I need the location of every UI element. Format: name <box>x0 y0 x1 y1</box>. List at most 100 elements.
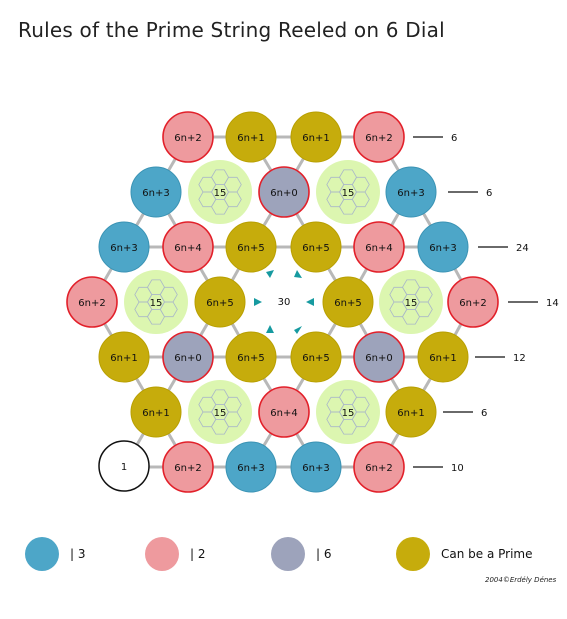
node-label: 6n+5 <box>237 243 264 254</box>
legend-label: | 3 <box>70 547 86 561</box>
row-count-label: 12 <box>513 353 526 364</box>
hex-cell: 15 <box>316 160 380 224</box>
row-count-label: 10 <box>451 463 464 474</box>
number-node: 6n+3 <box>417 221 469 273</box>
hex-cell-disc <box>379 270 443 334</box>
node-circle <box>353 441 405 493</box>
row-count: 12 <box>475 353 526 364</box>
node-label: 6n+0 <box>365 353 392 364</box>
arrow-icon <box>266 270 274 278</box>
node-circle <box>162 441 214 493</box>
center-arrows <box>254 270 314 334</box>
hex-cell: 15 <box>124 270 188 334</box>
number-node: 6n+2 <box>447 276 499 328</box>
arrow-icon <box>254 298 262 306</box>
node-circle <box>225 111 277 163</box>
node-label: 6n+5 <box>302 243 329 254</box>
honeycomb-icon <box>326 389 370 435</box>
number-node: 6n+2 <box>353 111 405 163</box>
legend-swatch <box>145 537 179 571</box>
hex-cell-disc <box>316 160 380 224</box>
node-label: 6n+2 <box>78 298 105 309</box>
number-node: 6n+0 <box>353 331 405 383</box>
number-node: 6n+1 <box>385 386 437 438</box>
node-circle <box>225 331 277 383</box>
credit-text: 2004©Erdély Dénes <box>485 576 557 584</box>
node-circle <box>290 111 342 163</box>
number-node: 6n+0 <box>162 331 214 383</box>
row-count: 6 <box>448 188 492 199</box>
row-count-label: 6 <box>481 408 487 419</box>
node-label: 6n+1 <box>110 353 137 364</box>
node-label: 6n+3 <box>237 463 264 474</box>
node-label: 6n+4 <box>365 243 392 254</box>
node-label: 6n+3 <box>110 243 137 254</box>
node-label: 6n+1 <box>429 353 456 364</box>
number-node: 6n+4 <box>162 221 214 273</box>
start-node: 1 <box>98 440 150 492</box>
number-node: 6n+5 <box>322 276 374 328</box>
arrow-icon <box>294 326 302 334</box>
node-circle <box>417 221 469 273</box>
start-node-label: 1 <box>121 462 127 473</box>
number-node: 6n+1 <box>290 111 342 163</box>
node-label: 6n+1 <box>237 133 264 144</box>
hex-cells: 15 15 15 15 15 15 <box>124 160 443 444</box>
number-nodes: 6n+2 6n+1 6n+1 6n+2 6n+3 6n+0 6n+3 6n+3 6n+4 6n+5… <box>66 111 499 493</box>
hex-cell: 15 <box>188 380 252 444</box>
node-circle <box>290 331 342 383</box>
legend-swatch <box>396 537 430 571</box>
arrow-icon <box>266 325 274 333</box>
node-label: 6n+5 <box>334 298 361 309</box>
node-label: 6n+0 <box>174 353 201 364</box>
number-node: 6n+2 <box>66 276 118 328</box>
number-node: 6n+5 <box>225 221 277 273</box>
node-label: 6n+5 <box>302 353 329 364</box>
number-node: 6n+1 <box>225 111 277 163</box>
number-node: 6n+5 <box>290 221 342 273</box>
node-circle <box>353 331 405 383</box>
hex-cell-label: 15 <box>405 298 418 309</box>
hex-cell-disc <box>316 380 380 444</box>
number-node: 6n+2 <box>353 441 405 493</box>
hex-cell: 15 <box>316 380 380 444</box>
number-node: 6n+1 <box>417 331 469 383</box>
node-label: 6n+3 <box>429 243 456 254</box>
hex-cell-label: 15 <box>150 298 163 309</box>
row-count: 6 <box>443 408 487 419</box>
node-circle <box>98 221 150 273</box>
number-node: 6n+5 <box>290 331 342 383</box>
node-circle <box>130 166 182 218</box>
node-circle <box>162 111 214 163</box>
legend: | 3 | 2 | 6 Can be a Prime <box>25 537 533 571</box>
honeycomb-icon <box>134 279 178 325</box>
row-count: 14 <box>508 298 559 309</box>
node-label: 6n+5 <box>206 298 233 309</box>
legend-item: | 6 <box>271 537 332 571</box>
diagram-title: Rules of the Prime String Reeled on 6 Di… <box>18 18 445 42</box>
node-label: 6n+4 <box>174 243 201 254</box>
node-circle <box>66 276 118 328</box>
node-circle <box>353 221 405 273</box>
legend-label: Can be a Prime <box>441 547 533 561</box>
node-circle <box>322 276 374 328</box>
node-circle <box>417 331 469 383</box>
node-label: 6n+1 <box>142 408 169 419</box>
arrow-icon <box>294 270 302 278</box>
node-label: 6n+2 <box>365 463 392 474</box>
hex-cell: 15 <box>188 160 252 224</box>
number-node: 6n+4 <box>258 386 310 438</box>
row-count-label: 24 <box>516 243 529 254</box>
hex-cell-label: 15 <box>214 188 227 199</box>
node-label: 6n+2 <box>365 133 392 144</box>
node-circle <box>447 276 499 328</box>
legend-item: | 2 <box>145 537 206 571</box>
node-label: 6n+3 <box>397 188 424 199</box>
row-count-label: 6 <box>486 188 492 199</box>
hex-cell-label: 15 <box>214 408 227 419</box>
row-count: 24 <box>478 243 529 254</box>
node-circle <box>162 331 214 383</box>
number-node: 6n+0 <box>258 166 310 218</box>
node-circle <box>162 221 214 273</box>
number-node: 6n+3 <box>385 166 437 218</box>
